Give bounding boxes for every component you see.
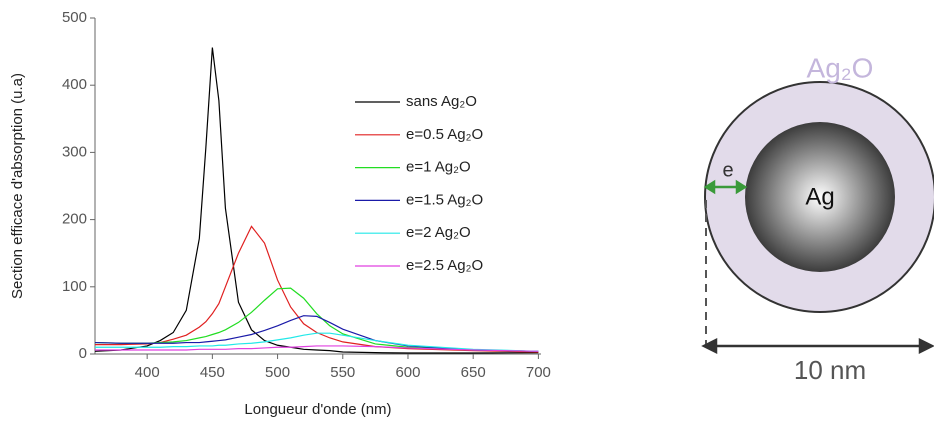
series-line xyxy=(94,315,539,352)
x-tick-label: 550 xyxy=(330,364,355,381)
series-line xyxy=(95,345,539,352)
legend-label: e=2.5 Ag₂O xyxy=(406,257,483,274)
size-label: 10 nm xyxy=(794,355,866,385)
y-tick-label: 500 xyxy=(62,9,87,26)
chart: Longueur d'onde (nm) Section efficace d'… xyxy=(9,9,551,418)
y-tick-label: 100 xyxy=(62,278,87,295)
legend-label: e=1.5 Ag₂O xyxy=(406,191,483,208)
x-tick-label: 650 xyxy=(461,364,486,381)
legend-label: e=0.5 Ag₂O xyxy=(406,126,483,143)
y-tick-label: 400 xyxy=(62,76,87,93)
diagram: Ag₂O Ag e 10 nm xyxy=(701,52,934,385)
series-line xyxy=(95,332,539,352)
legend-label: e=1 Ag₂O xyxy=(406,159,471,176)
series-line xyxy=(94,47,539,354)
x-tick-label: 400 xyxy=(135,364,160,381)
x-tick-label: 450 xyxy=(200,364,225,381)
size-arrow xyxy=(701,337,934,355)
thickness-arrow xyxy=(703,179,748,195)
core-label: Ag xyxy=(805,183,834,210)
y-tick-label: 300 xyxy=(62,143,87,160)
thickness-label: e xyxy=(722,159,733,181)
core xyxy=(745,122,895,272)
x-tick-label: 700 xyxy=(526,364,551,381)
y-tick-label: 200 xyxy=(62,211,87,228)
x-axis-label: Longueur d'onde (nm) xyxy=(244,401,391,418)
shell-label: Ag₂O xyxy=(807,52,874,83)
y-tick-label: 0 xyxy=(79,345,87,362)
x-tick-label: 500 xyxy=(265,364,290,381)
y-axis-label: Section efficace d'absorption (u.a) xyxy=(9,73,26,299)
x-tick-label: 600 xyxy=(395,364,420,381)
legend-label: e=2 Ag₂O xyxy=(406,224,471,241)
series-line xyxy=(95,225,539,353)
legend-label: sans Ag₂O xyxy=(406,93,477,110)
